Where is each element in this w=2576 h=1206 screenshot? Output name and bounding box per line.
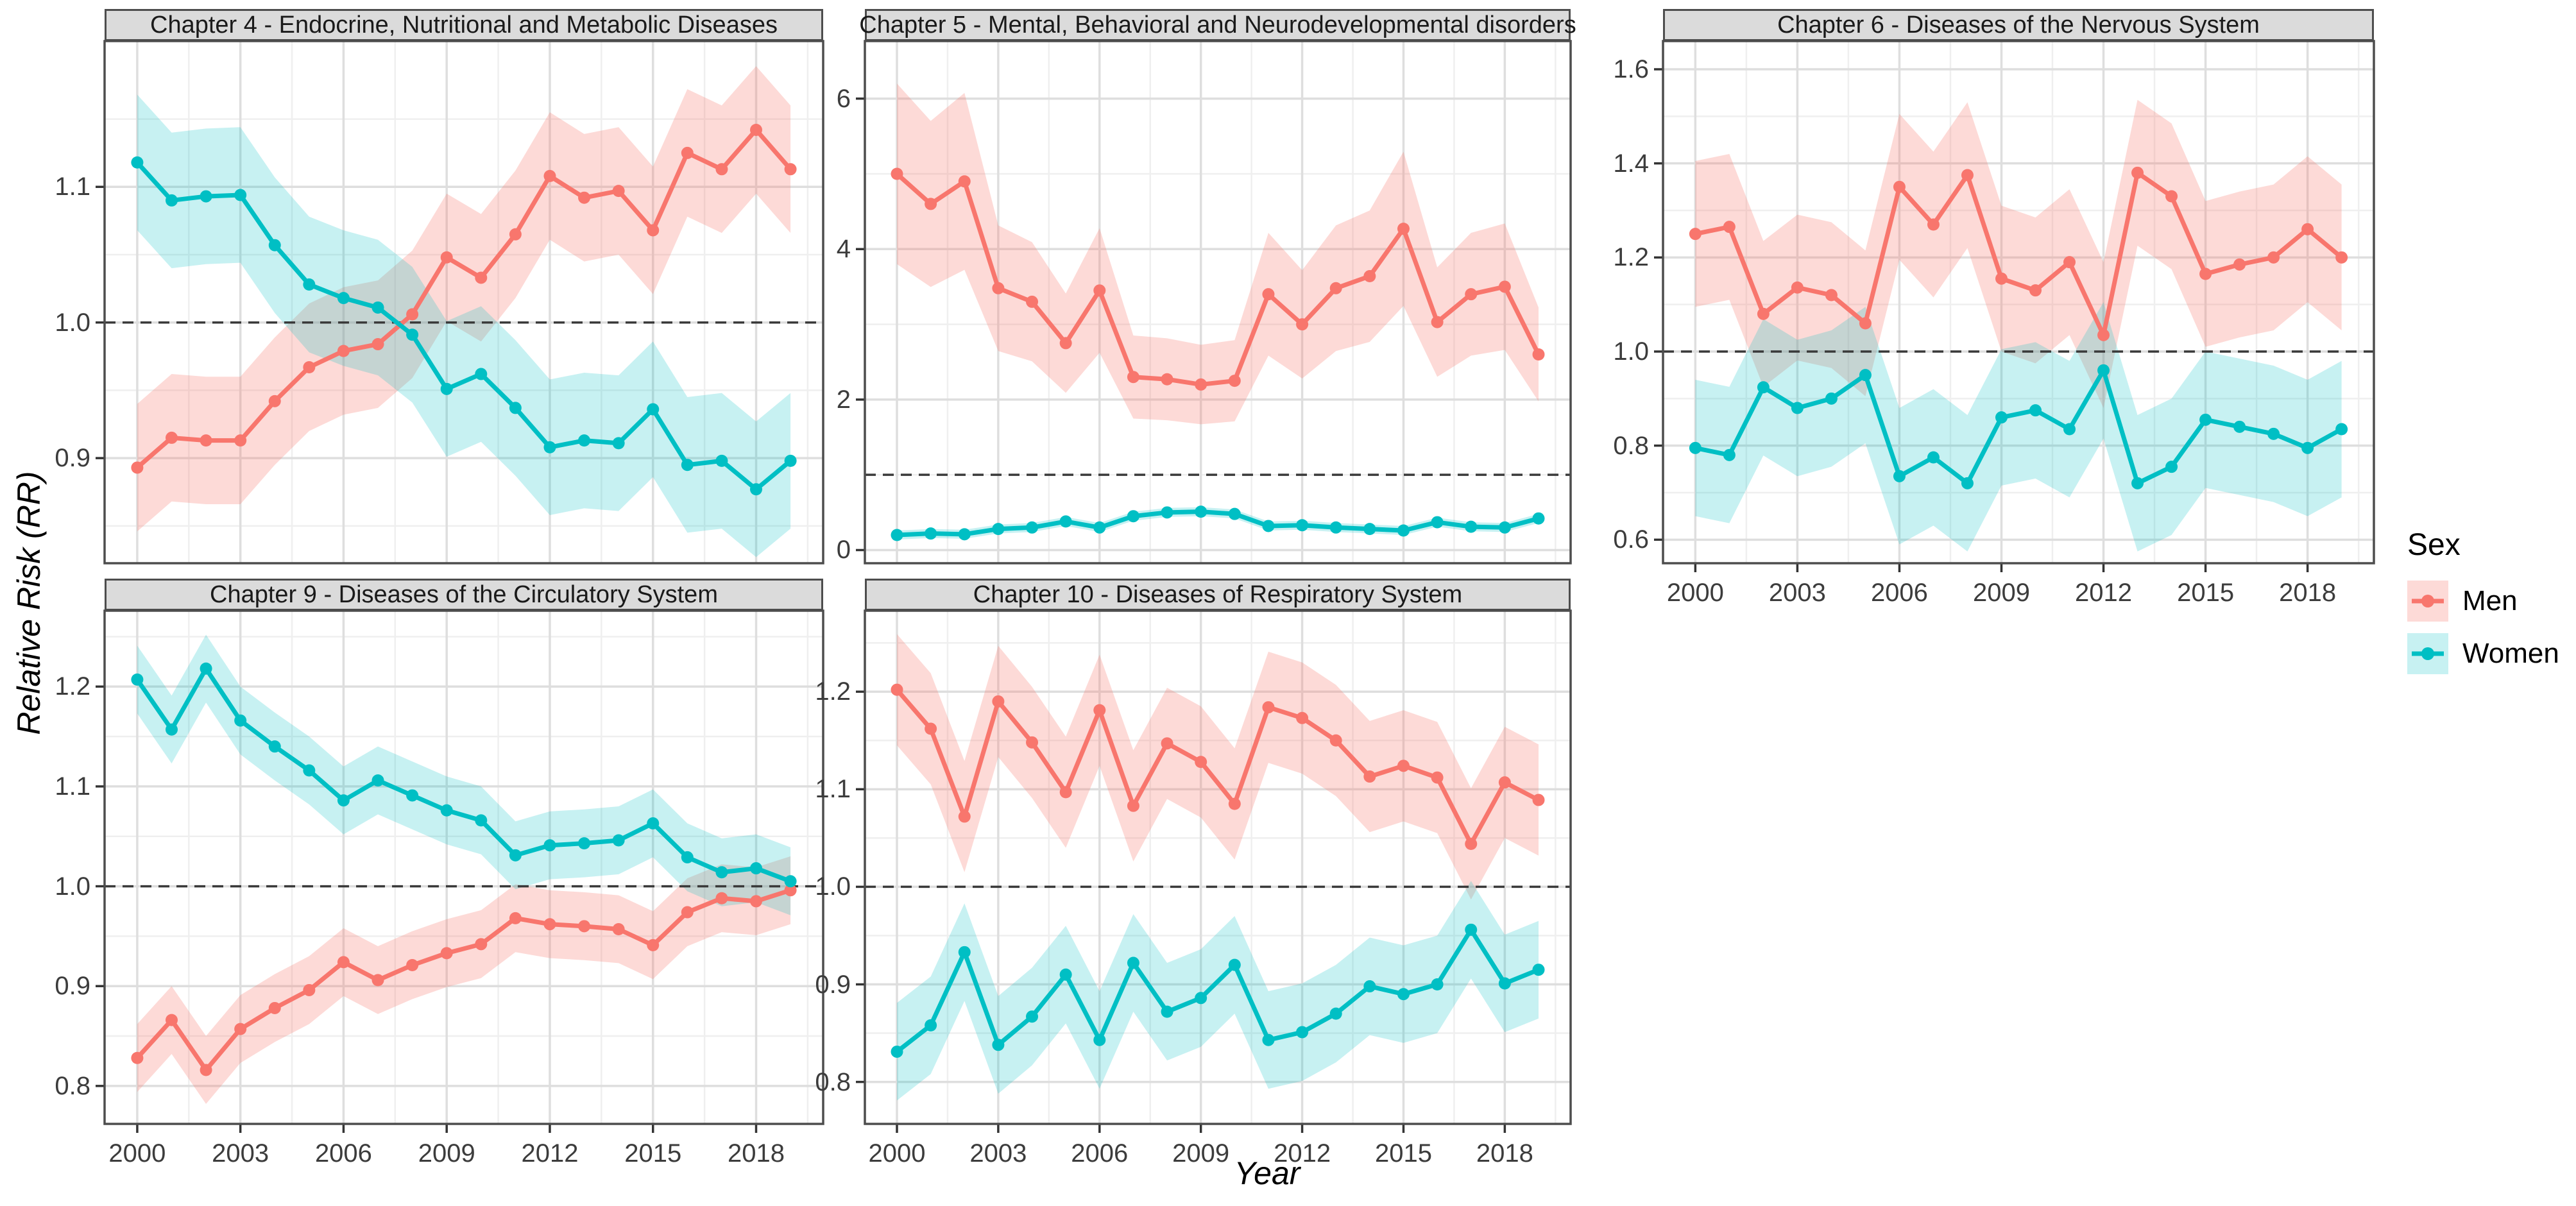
legend-item-women: Women	[2407, 633, 2559, 674]
legend-title: Sex	[2407, 528, 2461, 562]
legend-label-men: Men	[2462, 585, 2518, 616]
men-legend-key-icon	[2407, 581, 2448, 622]
x-tick-label: 2012	[521, 1139, 579, 1168]
y-tick-label: 0.9	[55, 972, 90, 1001]
panel-canvas-ch9	[96, 609, 824, 1133]
x-tick-label: 2012	[2075, 579, 2133, 607]
y-tick-label: 1.1	[55, 772, 90, 801]
panel-canvas-ch6	[1654, 40, 2375, 572]
facet-strip-title: Chapter 4 - Endocrine, Nutritional and M…	[150, 11, 778, 38]
y-tick-label: 1.0	[1613, 337, 1649, 366]
x-tick-label: 2003	[969, 1139, 1027, 1168]
facet-strip-chapter-9: Chapter 9 - Diseases of the Circulatory …	[105, 579, 823, 611]
x-tick-label: 2018	[2279, 579, 2337, 607]
x-tick-label: 2018	[1476, 1139, 1533, 1168]
women-legend-key-icon	[2407, 633, 2448, 674]
facet-strip-title: Chapter 5 - Mental, Behavioral and Neuro…	[859, 11, 1576, 38]
y-tick-label: 0.8	[1613, 431, 1649, 460]
x-tick-label: 2000	[1666, 579, 1724, 607]
y-tick-label: 0.6	[1613, 525, 1649, 554]
y-tick-label: 1.2	[55, 672, 90, 701]
x-tick-label: 2009	[418, 1139, 475, 1168]
panel-canvas-ch5	[856, 40, 1572, 565]
facet-strip-chapter-6: Chapter 6 - Diseases of the Nervous Syst…	[1663, 9, 2374, 41]
y-tick-label: 1.0	[55, 872, 90, 901]
y-tick-label: 0.8	[55, 1071, 90, 1100]
y-tick-label: 1.0	[815, 872, 851, 901]
x-tick-label: 2003	[1768, 579, 1826, 607]
x-tick-label: 2015	[624, 1139, 682, 1168]
x-tick-label: 2003	[212, 1139, 269, 1168]
legend-item-men: Men	[2407, 581, 2559, 622]
x-tick-label: 2006	[1870, 579, 1928, 607]
facet-strip-title: Chapter 9 - Diseases of the Circulatory …	[210, 581, 718, 608]
y-tick-label: 1.2	[1613, 243, 1649, 272]
y-tick-label: 1.4	[1613, 149, 1649, 178]
x-tick-label: 2015	[2177, 579, 2235, 607]
y-tick-label: 1.1	[55, 173, 90, 201]
legend-label-women: Women	[2462, 638, 2559, 669]
y-tick-label: 2	[836, 385, 851, 414]
x-tick-label: 2000	[108, 1139, 166, 1168]
x-tick-label: 2018	[728, 1139, 785, 1168]
y-tick-label: 0.8	[815, 1067, 851, 1096]
x-axis-title: Year	[1234, 1155, 1301, 1191]
y-tick-label: 1.6	[1613, 55, 1649, 83]
facet-strip-title: Chapter 6 - Diseases of the Nervous Syst…	[1777, 11, 2260, 38]
x-tick-label: 2009	[1972, 579, 2030, 607]
x-tick-label: 2009	[1172, 1139, 1230, 1168]
facet-strip-title: Chapter 10 - Diseases of Respiratory Sys…	[973, 581, 1463, 608]
x-tick-label: 2012	[1274, 1139, 1331, 1168]
x-tick-label: 2000	[868, 1139, 926, 1168]
y-tick-label: 0.9	[815, 970, 851, 999]
facet-strip-chapter-10: Chapter 10 - Diseases of Respiratory Sys…	[865, 579, 1571, 611]
legend: Sex Men Women	[2407, 527, 2559, 686]
facet-strip-chapter-4: Chapter 4 - Endocrine, Nutritional and M…	[105, 9, 823, 41]
x-tick-label: 2006	[314, 1139, 372, 1168]
y-tick-label: 1.2	[815, 677, 851, 706]
facet-strip-chapter-5: Chapter 5 - Mental, Behavioral and Neuro…	[859, 9, 1576, 41]
y-tick-label: 1.1	[815, 775, 851, 804]
y-tick-label: 0.9	[55, 444, 90, 473]
y-tick-label: 0	[836, 536, 851, 565]
y-tick-label: 4	[836, 235, 851, 264]
x-tick-label: 2006	[1071, 1139, 1129, 1168]
y-tick-label: 1.0	[55, 308, 90, 337]
panel-canvas-ch4	[96, 40, 824, 565]
panel-canvas-ch10	[856, 609, 1572, 1133]
y-tick-label: 6	[836, 84, 851, 113]
x-tick-label: 2015	[1374, 1139, 1432, 1168]
